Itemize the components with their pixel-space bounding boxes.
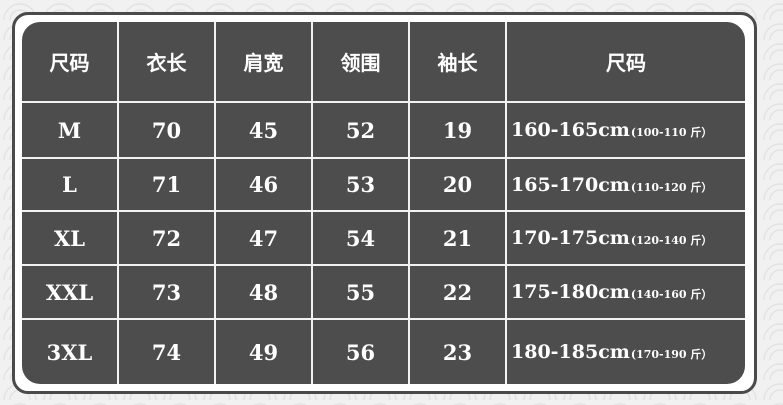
cell-length: 71 bbox=[119, 159, 216, 212]
cell-sleeve: 19 bbox=[410, 103, 507, 159]
cell-length: 72 bbox=[119, 212, 216, 266]
cell-sleeve: 22 bbox=[410, 266, 507, 320]
cell-collar: 54 bbox=[313, 212, 410, 266]
height-range: 175-180cm bbox=[511, 281, 630, 303]
weight-range: (100-110 斤） bbox=[630, 126, 713, 139]
cell-size: XL bbox=[22, 212, 119, 266]
cell-collar: 56 bbox=[313, 320, 410, 384]
cell-length: 73 bbox=[119, 266, 216, 320]
height-range: 165-170cm bbox=[511, 173, 630, 196]
cell-height-weight: 170-175cm (120-140 斤） bbox=[507, 212, 745, 266]
header-collar: 领围 bbox=[313, 22, 410, 103]
cell-size: XXL bbox=[22, 266, 119, 320]
cell-sleeve: 20 bbox=[410, 159, 507, 212]
header-size: 尺码 bbox=[22, 22, 119, 103]
height-range: 170-175cm bbox=[511, 227, 630, 249]
cell-height-weight: 165-170cm (110-120 斤） bbox=[507, 159, 745, 212]
cell-length: 70 bbox=[119, 103, 216, 159]
cell-size: L bbox=[22, 159, 119, 212]
cell-shoulder: 48 bbox=[216, 266, 313, 320]
cell-shoulder: 45 bbox=[216, 103, 313, 159]
header-length: 衣长 bbox=[119, 22, 216, 103]
cell-shoulder: 49 bbox=[216, 320, 313, 384]
cell-shoulder: 47 bbox=[216, 212, 313, 266]
weight-range: (110-120 斤） bbox=[630, 180, 713, 194]
cell-size: M bbox=[22, 103, 119, 159]
cell-collar: 55 bbox=[313, 266, 410, 320]
height-range: 180-185cm bbox=[511, 341, 630, 363]
weight-range: (120-140 斤） bbox=[630, 234, 713, 247]
header-shoulder: 肩宽 bbox=[216, 22, 313, 103]
weight-range: (170-190 斤） bbox=[630, 348, 713, 361]
header-sleeve: 袖长 bbox=[410, 22, 507, 103]
cell-sleeve: 21 bbox=[410, 212, 507, 266]
cell-collar: 52 bbox=[313, 103, 410, 159]
cell-height-weight: 160-165cm (100-110 斤） bbox=[507, 103, 745, 159]
cell-height-weight: 180-185cm (170-190 斤） bbox=[507, 320, 745, 384]
cell-size: 3XL bbox=[22, 320, 119, 384]
size-chart-grid: 尺码 衣长 肩宽 领围 袖长 尺码 M 70 45 52 19 160-165c… bbox=[22, 22, 745, 384]
cell-sleeve: 23 bbox=[410, 320, 507, 384]
header-size-range: 尺码 bbox=[507, 22, 745, 103]
cell-collar: 53 bbox=[313, 159, 410, 212]
cell-shoulder: 46 bbox=[216, 159, 313, 212]
cell-height-weight: 175-180cm (140-160 斤） bbox=[507, 266, 745, 320]
weight-range: (140-160 斤） bbox=[630, 288, 713, 301]
cell-length: 74 bbox=[119, 320, 216, 384]
size-chart-table: 尺码 衣长 肩宽 领围 袖长 尺码 M 70 45 52 19 160-165c… bbox=[22, 22, 745, 384]
height-range: 160-165cm bbox=[511, 119, 630, 141]
